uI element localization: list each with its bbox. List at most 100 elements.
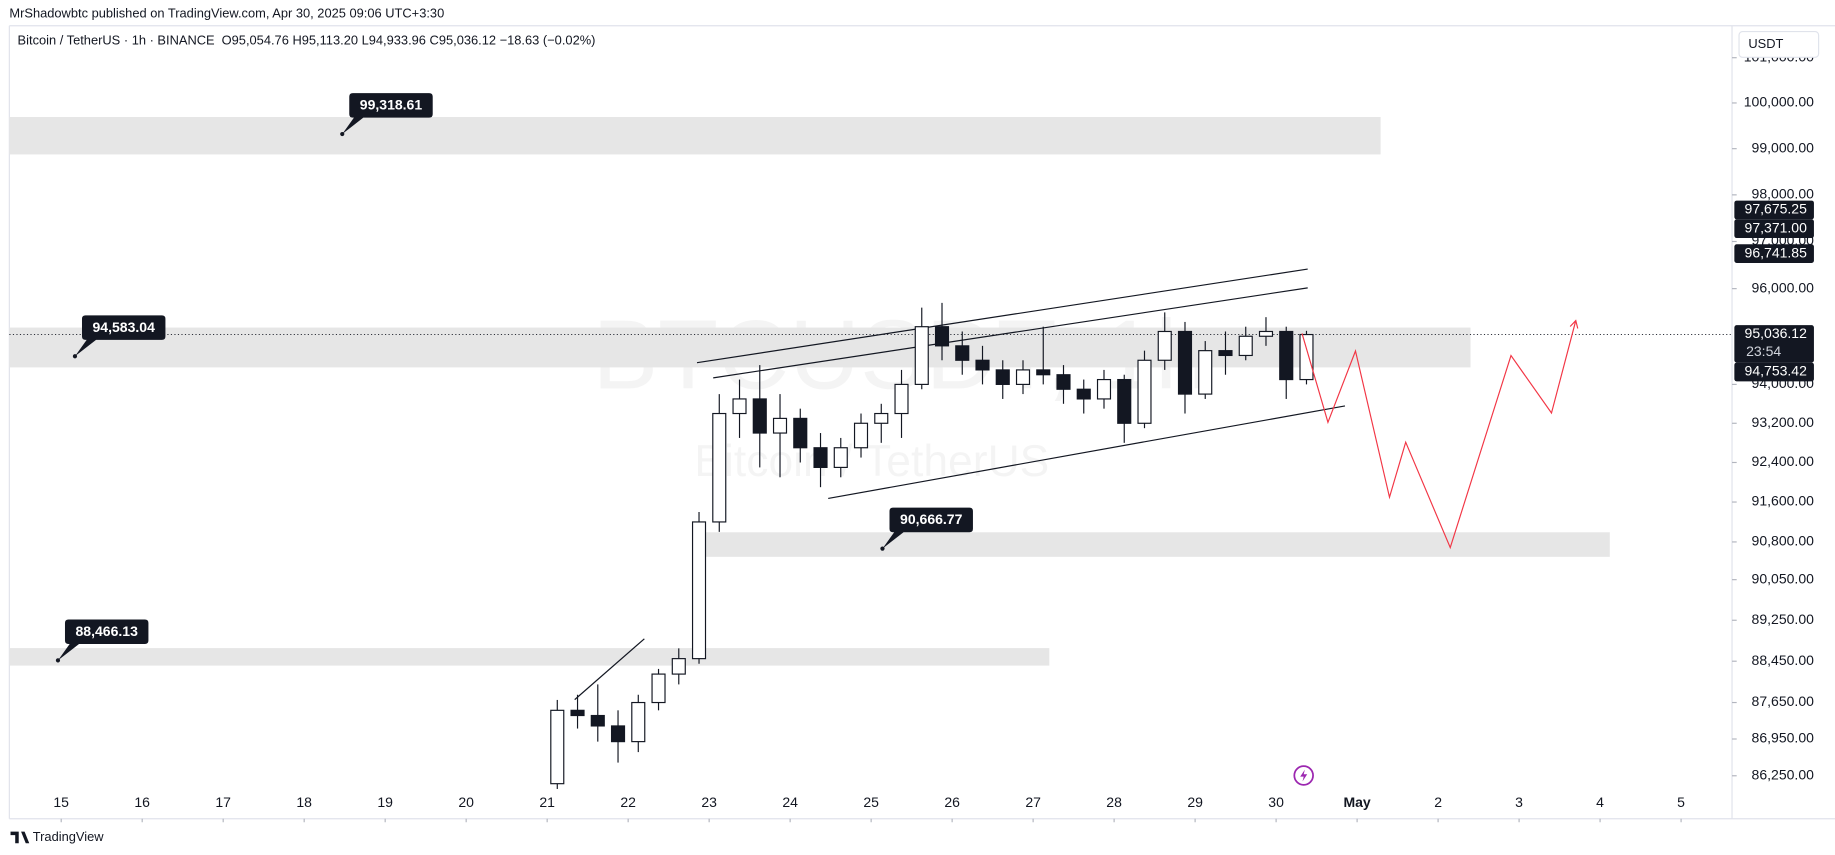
candle-body [995,369,1010,385]
candle-body [691,521,707,660]
trendlines [574,268,1346,701]
candle-body [1299,333,1314,381]
candle-body [1137,359,1152,424]
x-tick-label: 5 [1677,794,1685,810]
logo-icon [10,831,30,844]
candle-body [732,398,747,415]
annotation-label: 94,583.04 [93,319,156,335]
projection-arrowhead [1569,319,1579,329]
price-label: 96,741.85 [1745,244,1808,260]
y-tick-label: 90,800.00 [1752,533,1815,549]
x-tick-label: 20 [458,794,474,810]
candle-body [1096,378,1112,400]
price-label-box [1734,200,1814,220]
trendline [696,268,1308,364]
zone [702,532,1610,557]
alert-icon [1293,765,1314,786]
projection-path [1301,320,1577,550]
x-tick-label: 15 [53,794,69,810]
y-tick-label: 86,250.00 [1752,766,1815,782]
y-tick-label: 90,050.00 [1752,570,1815,586]
annotation-label: 90,666.77 [900,511,963,527]
candle-body [1198,350,1213,395]
ohlc-values: O95,054.76 H95,113.20 L94,933.96 C95,036… [222,32,596,47]
candle-body [1238,335,1253,357]
x-tick-label: 19 [377,794,393,810]
x-tick-label: 28 [1106,794,1122,810]
price-label-box [1734,244,1814,263]
x-tick-label: 22 [620,794,636,810]
x-tick-label: 25 [863,794,879,810]
candle-body [1036,369,1051,376]
y-tick-label: 99,000.00 [1752,139,1815,155]
candle-body [955,345,970,361]
x-tick-label: 3 [1515,794,1523,810]
x-tick-label: 4 [1596,794,1604,810]
x-tick-label: 29 [1187,794,1203,810]
annotation-label: 99,318.61 [360,97,423,113]
y-tick-label: 100,000.00 [1744,94,1814,110]
x-tick-label: 16 [134,794,150,810]
x-tick-label: May [1343,794,1370,810]
x-tick-label: 2 [1434,794,1442,810]
candle-body [1177,330,1193,395]
candle-body [772,417,788,434]
y-tick-label: 87,650.00 [1752,693,1815,709]
price-label: 94,753.42 [1745,363,1808,379]
price-label-box [1734,362,1814,382]
y-tick-label: 93,200.00 [1752,414,1815,430]
trendline [828,405,1346,499]
candle-body [651,673,666,704]
x-tick-label: 17 [215,794,231,810]
candle-body [610,725,626,743]
y-tick-label: 88,450.00 [1752,652,1815,668]
price-label: 95,036.12 [1745,325,1808,341]
currency-box [1738,30,1820,58]
candle-body [712,412,727,523]
brand: TradingView [33,829,104,844]
candles [550,302,1314,789]
trendline [713,287,1308,379]
candle-body [590,714,605,727]
candle-body [1157,330,1172,361]
zone [9,116,1381,155]
x-tick-label: 21 [539,794,555,810]
x-tick-label: 23 [701,794,717,810]
candle-body [874,412,889,424]
candle-body [631,701,646,743]
x-tick-label: 27 [1025,794,1041,810]
alert-circle [1293,765,1314,786]
candle-body [853,422,869,449]
y-tick-label: 89,250.00 [1752,611,1815,627]
annotations: 99,318.61 94,583.04 90,666.77 88,466.13 [55,93,973,663]
candle-body [1015,369,1031,385]
price-label: 97,675.25 [1745,201,1808,217]
annotation-box [342,93,433,135]
alert-bolt [1300,769,1308,782]
candle-body [975,359,990,371]
y-tick-label: 98,000.00 [1752,186,1815,202]
countdown: 23:54 [1746,343,1781,359]
candle-body [550,709,565,785]
candle-body [1218,350,1233,357]
y-tick-label: 96,000.00 [1752,279,1815,295]
x-tick-label: 24 [782,794,798,810]
trendline [574,638,645,701]
annotation-box [882,507,973,549]
candle-body [833,447,848,468]
annotation-label: 88,466.13 [76,623,139,639]
price-label-box [1734,325,1814,363]
time-axis: 15 16 17 18 19 20 21 22 23 24 25 26 27 28 29 30 May 2 3 4 5 [53,794,1685,823]
price-labels: 97,675.25 97,371.00 96,741.85 95,036.12 23:5… [1734,200,1814,382]
price-label: 97,371.00 [1745,219,1808,235]
x-tick-label: 30 [1268,794,1284,810]
candle-body [813,447,828,468]
publisher: MrShadowbtc published on TradingView.com… [9,5,444,20]
y-tick-label: 86,950.00 [1752,730,1815,746]
candle-body [1117,378,1132,424]
y-tick-label: 92,400.00 [1752,453,1815,469]
currency: USDT [1748,36,1783,51]
candle-body [752,398,767,434]
